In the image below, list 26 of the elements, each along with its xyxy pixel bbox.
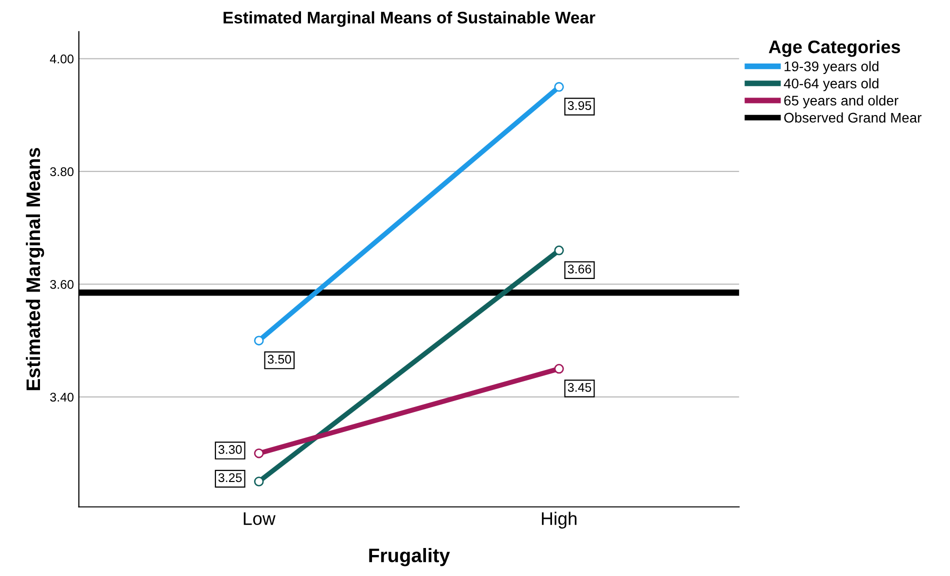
y-axis-title: Estimated Marginal Means — [26, 148, 44, 390]
point — [554, 82, 564, 92]
x-tick-label: Low — [244, 512, 276, 526]
y-tick-label: 3.60 — [50, 280, 74, 289]
y-tick-label: 4.00 — [50, 54, 74, 64]
data-label: 3.30 — [218, 445, 242, 454]
legend-label: 19-39 years old — [784, 61, 878, 74]
legend-label: 40-64 years old — [784, 78, 878, 92]
data-label: 3.25 — [218, 473, 242, 482]
legend-title: Age Categories — [768, 40, 900, 57]
point — [254, 476, 264, 486]
data-label: 3.66 — [568, 264, 592, 274]
chart-title: Estimated Marginal Means of Sustainable Wear — [224, 11, 596, 27]
point — [254, 448, 264, 458]
data-label: 3.95 — [568, 101, 592, 110]
data-label: 3.45 — [568, 382, 592, 392]
x-tick-label: High — [542, 512, 576, 529]
point — [554, 364, 564, 374]
y-tick-label: 3.80 — [50, 167, 74, 176]
point — [554, 246, 564, 256]
legend-label: Observed Grand Mear — [784, 112, 922, 123]
data-label: 3.50 — [268, 354, 292, 364]
x-axis-title: Frugality — [369, 548, 450, 566]
y-tick-label: 3.40 — [50, 392, 74, 402]
point — [254, 336, 264, 346]
legend-label: 65 years and older — [784, 95, 898, 108]
